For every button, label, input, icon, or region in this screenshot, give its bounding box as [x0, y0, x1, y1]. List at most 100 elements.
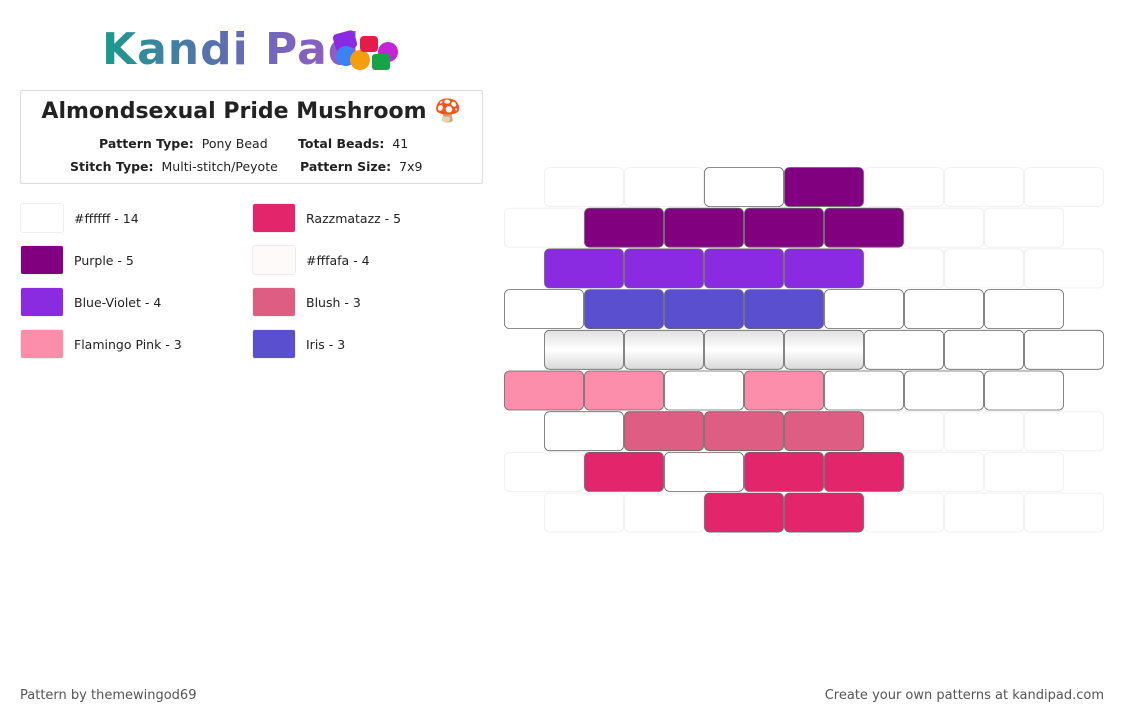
bead: [624, 248, 704, 289]
bead: [664, 207, 744, 248]
info-label: Total Beads:: [298, 136, 385, 151]
empty-cell: [904, 207, 984, 248]
empty-cell: [1024, 248, 1104, 289]
legend-label: Flamingo Pink - 3: [74, 336, 182, 352]
legend-label: Blush - 3: [306, 294, 361, 310]
bead: [744, 289, 824, 330]
empty-cell: [624, 492, 704, 533]
bead: [584, 451, 664, 492]
empty-cell: [1024, 411, 1104, 452]
empty-cell: [1024, 492, 1104, 533]
bead: [744, 451, 824, 492]
empty-cell: [944, 492, 1024, 533]
legend-item: Purple - 5: [20, 245, 134, 275]
bead: [744, 207, 824, 248]
bead: [704, 329, 784, 370]
bead: [984, 370, 1064, 411]
bead: [984, 289, 1064, 330]
empty-cell: [984, 207, 1064, 248]
bead: [904, 370, 984, 411]
bead: [544, 411, 624, 452]
bead: [704, 248, 784, 289]
legend-swatch: [252, 329, 296, 359]
bead: [504, 370, 584, 411]
legend-label: Razzmatazz - 5: [306, 210, 402, 226]
empty-cell: [1024, 167, 1104, 207]
bead: [664, 289, 744, 330]
empty-cell: [984, 451, 1064, 492]
bead: [864, 329, 944, 370]
legend-label: Purple - 5: [74, 252, 134, 268]
legend-label: Iris - 3: [306, 336, 346, 352]
empty-cell: [864, 492, 944, 533]
legend-swatch: [20, 287, 64, 317]
legend-item: #fffafa - 4: [252, 245, 370, 275]
empty-cell: [504, 207, 584, 248]
bead: [784, 329, 864, 370]
promo[interactable]: Create your own patterns at kandipad.com: [824, 688, 1104, 703]
info-item: Pattern Type: Pony Bead: [99, 136, 268, 151]
legend-item: Blue-Violet - 4: [20, 287, 161, 317]
pattern-card: Almondsexual Pride Mushroom 🍄 Pattern Ty…: [20, 90, 483, 184]
bead: [944, 329, 1024, 370]
bead: [824, 289, 904, 330]
empty-cell: [944, 167, 1024, 207]
legend-item: Razzmatazz - 5: [252, 203, 401, 233]
legend-swatch: [20, 245, 64, 275]
legend-item: Blush - 3: [252, 287, 361, 317]
empty-cell: [864, 167, 944, 207]
bead: [544, 329, 624, 370]
bead: [584, 370, 664, 411]
bead: [704, 411, 784, 452]
credit: Pattern by themewingod69: [20, 688, 197, 703]
info-label: Stitch Type:: [70, 159, 154, 174]
empty-cell: [544, 167, 624, 207]
legend-swatch: [252, 287, 296, 317]
info-item: Total Beads: 41: [298, 136, 408, 151]
logo[interactable]: Kandi Pad: [102, 24, 361, 75]
info-label: Pattern Type:: [99, 136, 194, 151]
empty-cell: [904, 451, 984, 492]
info-value: 41: [392, 136, 409, 151]
legend-label: #fffafa - 4: [306, 252, 370, 268]
bead: [824, 370, 904, 411]
legend-swatch: [20, 203, 64, 233]
bead: [584, 289, 664, 330]
bead: [744, 370, 824, 411]
bead: [824, 451, 904, 492]
logo-icon: [332, 30, 398, 70]
legend-label: #ffffff - 14: [74, 210, 139, 226]
bead: [544, 248, 624, 289]
info-item: Stitch Type: Multi-stitch/Peyote: [70, 159, 278, 174]
empty-cell: [504, 451, 584, 492]
legend-swatch: [252, 245, 296, 275]
info-value: Multi-stitch/Peyote: [161, 159, 278, 174]
empty-cell: [624, 167, 704, 207]
bead: [584, 207, 664, 248]
legend-item: Iris - 3: [252, 329, 345, 359]
bead: [784, 248, 864, 289]
legend-label: Blue-Violet - 4: [74, 294, 162, 310]
empty-cell: [944, 248, 1024, 289]
legend-item: #ffffff - 14: [20, 203, 139, 233]
bead: [624, 411, 704, 452]
legend-swatch: [20, 329, 64, 359]
info-item: Pattern Size: 7x9: [300, 159, 422, 174]
bead: [504, 289, 584, 330]
bead: [704, 492, 784, 533]
bead: [1024, 329, 1104, 370]
empty-cell: [864, 411, 944, 452]
empty-cell: [864, 248, 944, 289]
info-value: 7x9: [399, 159, 423, 174]
empty-cell: [544, 492, 624, 533]
bead: [704, 167, 784, 207]
legend-swatch: [252, 203, 296, 233]
legend-item: Flamingo Pink - 3: [20, 329, 182, 359]
bead: [624, 329, 704, 370]
bead: [904, 289, 984, 330]
bead: [664, 370, 744, 411]
bead: [784, 167, 864, 207]
bead: [664, 451, 744, 492]
bead: [784, 492, 864, 533]
